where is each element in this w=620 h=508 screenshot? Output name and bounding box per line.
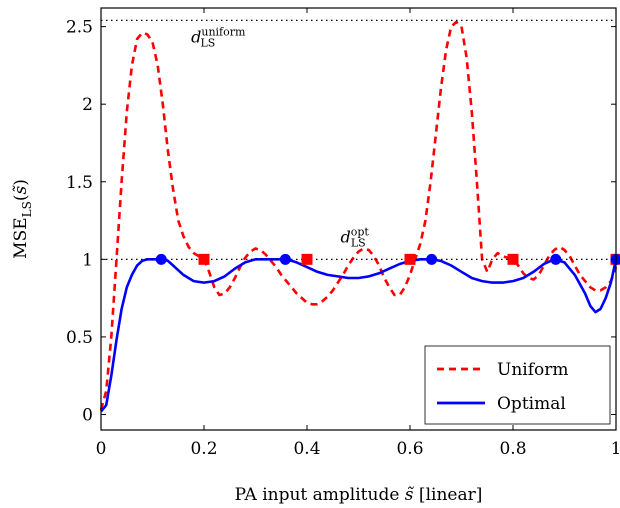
x-axis-label: PA input amplitude s̃ [linear] bbox=[235, 485, 483, 505]
y-tick-label: 1.5 bbox=[66, 173, 93, 193]
legend-box bbox=[424, 345, 611, 425]
x-tick-label: 0.6 bbox=[396, 439, 423, 459]
marker-uniform-1 bbox=[301, 253, 313, 265]
y-tick-label: 1 bbox=[82, 250, 93, 270]
x-tick-label: 0.2 bbox=[190, 439, 217, 459]
marker-optimal-3 bbox=[550, 253, 562, 265]
marker-uniform-2 bbox=[404, 253, 416, 265]
x-tick-label: 0.8 bbox=[499, 439, 526, 459]
legend-label-optimal: Optimal bbox=[497, 394, 566, 414]
series-line-uniform bbox=[99, 20, 618, 411]
x-tick-label: 0 bbox=[96, 439, 107, 459]
y-tick-label: 2.5 bbox=[66, 18, 93, 38]
axis-ticks: 0 0.2 0.4 0.6 0.8 1 0 0.5 1 1.5 2 2.5 bbox=[66, 8, 620, 459]
reference-label-opt: dopt LS bbox=[340, 225, 369, 249]
marker-layer bbox=[155, 253, 620, 265]
plot-frame bbox=[100, 7, 617, 431]
x-tick-label: 0.4 bbox=[293, 439, 320, 459]
y-tick-label: 0.5 bbox=[66, 328, 93, 348]
legend-label-uniform: Uniform bbox=[497, 360, 569, 380]
reference-label-uniform: duniform LS bbox=[191, 25, 246, 49]
y-axis-label: MSELS(s̃) bbox=[11, 179, 34, 259]
marker-optimal-1 bbox=[279, 253, 291, 265]
legend: Uniform Optimal bbox=[424, 345, 611, 425]
marker-uniform-3 bbox=[507, 253, 519, 265]
marker-optimal-2 bbox=[426, 253, 438, 265]
marker-optimal-0 bbox=[155, 253, 167, 265]
marker-uniform-0 bbox=[198, 253, 210, 265]
y-tick-label: 2 bbox=[82, 95, 93, 115]
reference-lines bbox=[101, 19, 616, 260]
x-tick-label: 1 bbox=[611, 439, 620, 459]
y-tick-label: 0 bbox=[82, 405, 93, 425]
